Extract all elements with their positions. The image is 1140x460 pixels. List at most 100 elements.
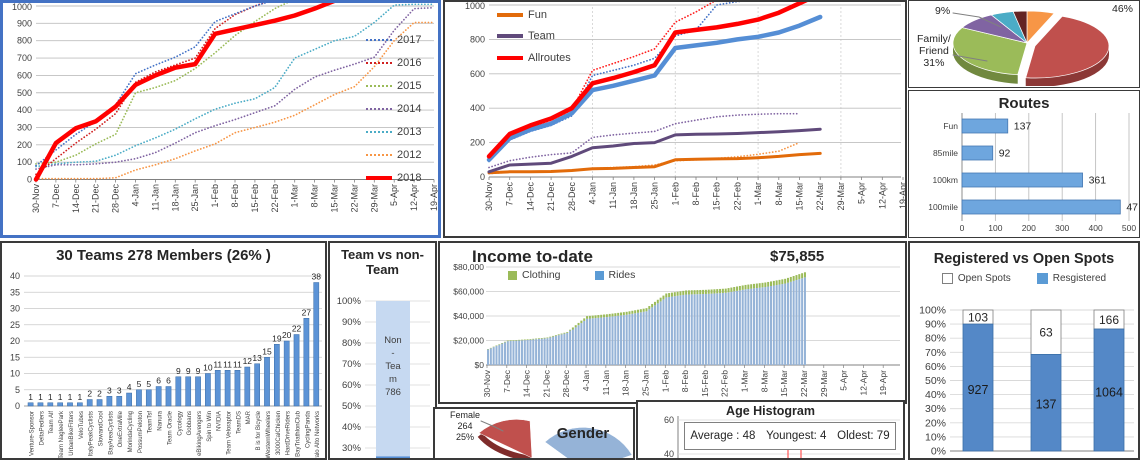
svg-text:14-Dec: 14-Dec [525,182,535,212]
svg-text:28-Dec: 28-Dec [111,184,121,214]
registered-vs-open-legend: Open Spots Resgistered [910,273,1138,284]
svg-text:2: 2 [97,389,102,399]
svg-text:CyclingPanda: CyclingPanda [305,410,311,448]
svg-text:200: 200 [1022,223,1036,233]
svg-text:4: 4 [127,382,132,392]
svg-text:9: 9 [196,366,201,376]
svg-text:30-Nov: 30-Nov [31,184,41,214]
svg-text:90%: 90% [925,319,946,331]
svg-text:12-Apr: 12-Apr [877,182,887,209]
legend-swatch [366,175,392,180]
legend-item-2013: 2013 [366,120,421,143]
svg-text:60%: 60% [925,361,946,373]
legend-swatch [497,55,523,60]
legend-swatch [366,38,392,41]
svg-text:19-Apr: 19-Apr [878,370,888,396]
svg-text:927: 927 [968,383,989,397]
referral-pie-panel[interactable]: 46% 9% Family/ Friend 31% [908,0,1140,88]
year-comparison-line-chart[interactable]: 0 100 200 300 400 500 600 700 800 900 1000 30-Nov 7-… [3,3,438,235]
svg-text:$60,000: $60,000 [453,287,484,297]
svg-text:30%: 30% [342,443,362,454]
legend-swatch [366,61,392,64]
svg-text:0: 0 [27,175,32,185]
routes-bar-panel[interactable]: Routes 0 100 200 300 400 500 Fun 137 85mile 92 100… [908,90,1140,238]
legend-item-2017: 2017 [366,28,421,51]
svg-text:29-Mar: 29-Mar [836,182,846,211]
referral-pie-chart[interactable] [909,1,1138,86]
teams-title: 30 Teams 278 Members (26% ) [56,247,271,264]
pie-label-46: 46% [1111,3,1133,15]
svg-text:15-Feb: 15-Feb [700,370,710,397]
svg-text:Palo Alto Networks: Palo Alto Networks [315,411,321,458]
income-total: $75,855 [770,248,825,265]
svg-text:-: - [391,348,394,359]
legend-swatch [497,12,523,17]
income-title: Income to-date [472,247,593,266]
svg-text:Nanura: Nanura [158,410,164,430]
registered-vs-open-panel[interactable]: Registered vs Open Spots Open Spots Resgi… [908,241,1140,460]
teams-bar-chart[interactable]: 05101520253035401Venture-Sponsor1DeltaPe… [2,243,325,458]
team-vs-nonteam-panel[interactable]: Team vs non-Team 100% 90% 80% 70% 60% 50% 40% 3… [328,241,437,460]
svg-text:7-Dec: 7-Dec [505,182,515,207]
legend-swatch [366,84,392,87]
svg-text:500: 500 [17,88,32,98]
svg-text:800: 800 [470,34,485,44]
svg-text:Team Veloraptor: Team Veloraptor [227,411,233,455]
svg-text:1: 1 [48,392,53,402]
age-average: Average : 48 [690,430,756,442]
svg-text:35: 35 [10,287,20,297]
teams-bar-panel[interactable]: 30 Teams 278 Members (26% ) 0 5 10 15 20 25 30… [0,241,327,460]
income-bar-chart[interactable]: $80,000 $60,000 $40,000 $20,000 $030-Nov 7-De… [440,243,905,402]
svg-text:400: 400 [17,105,32,115]
svg-text:8-Feb: 8-Feb [230,184,240,208]
age-histogram-panel[interactable]: Age Histogram 60 40 Average : 48 Youngest… [636,400,905,460]
svg-text:1: 1 [38,392,43,402]
svg-text:10: 10 [10,369,20,379]
svg-text:50%: 50% [925,375,946,387]
svg-text:1064: 1064 [1095,385,1123,399]
svg-text:Venture-Sponsor: Venture-Sponsor [30,411,36,456]
svg-text:20: 20 [10,336,20,346]
svg-text:22-Mar: 22-Mar [349,184,359,213]
income-panel[interactable]: Income to-date $75,855 Clothing Rides $80… [438,241,907,404]
registered-vs-open-title: Registered vs Open Spots [933,251,1115,267]
regopen-legend-Open Spots: Open Spots [941,273,1011,284]
svg-text:Non: Non [384,335,401,346]
svg-text:60: 60 [664,415,674,425]
legend-item-2012: 2012 [366,143,421,166]
gender-title: Gender [556,425,610,442]
svg-text:22-Feb: 22-Feb [720,370,730,397]
svg-text:92: 92 [999,148,1011,160]
routes-progress-line-chart[interactable]: 0 200 400 600 800 1000 30-Nov 7-Dec 14-Dec 21-Dec… [445,2,905,236]
routes-bar-chart[interactable]: 0 100 200 300 400 500 Fun 137 85mile 92 100km 361 10… [909,91,1138,236]
svg-text:DeltaPedlers: DeltaPedlers [39,411,45,445]
gender-panel[interactable]: Female 264 25% Gender [433,407,635,460]
svg-text:Team NagleePark: Team NagleePark [59,410,65,458]
svg-text:Tea: Tea [385,361,401,372]
routes-progress-chart-panel[interactable]: 0 200 400 600 800 1000 30-Nov 7-Dec 14-Dec 21-Dec… [443,0,907,238]
team-vs-nonteam-chart[interactable]: 100% 90% 80% 70% 60% 50% 40% 30% Non - Tea m 786 [330,243,435,458]
gender-pie-chart[interactable] [435,409,633,458]
svg-text:6: 6 [166,376,171,386]
svg-text:1-Mar: 1-Mar [753,182,763,206]
svg-text:30-Nov: 30-Nov [484,182,494,212]
svg-text:HardDriveRiders: HardDriveRiders [286,411,292,455]
svg-text:TeamTsf: TeamTsf [148,411,154,434]
svg-text:11: 11 [223,359,232,369]
year-comparison-chart-panel[interactable]: 0 100 200 300 400 500 600 700 800 900 1000 30-Nov 7-… [0,0,441,238]
svg-text:BayAreaCyclists: BayAreaCyclists [108,411,114,455]
pie-label-family-friend: Family/ Friend 31% [917,33,951,69]
registered-vs-open-chart[interactable]: 100% 90% 80% 70% 60% 50% 40% 30% 20% 10% 0% 103 927 6… [910,243,1138,458]
svg-text:1: 1 [28,392,33,402]
svg-text:20%: 20% [925,417,946,429]
svg-text:9: 9 [176,366,181,376]
svg-text:4-Jan: 4-Jan [581,370,591,392]
svg-text:11-Jan: 11-Jan [150,184,160,211]
svg-text:8-Feb: 8-Feb [680,370,690,392]
svg-text:25-Jan: 25-Jan [650,182,660,210]
svg-text:22-Mar: 22-Mar [799,370,809,397]
legend-item-2014: 2014 [366,97,421,120]
svg-text:11: 11 [233,359,242,369]
svg-text:Cycology: Cycology [177,411,183,436]
svg-text:60%: 60% [342,380,362,391]
